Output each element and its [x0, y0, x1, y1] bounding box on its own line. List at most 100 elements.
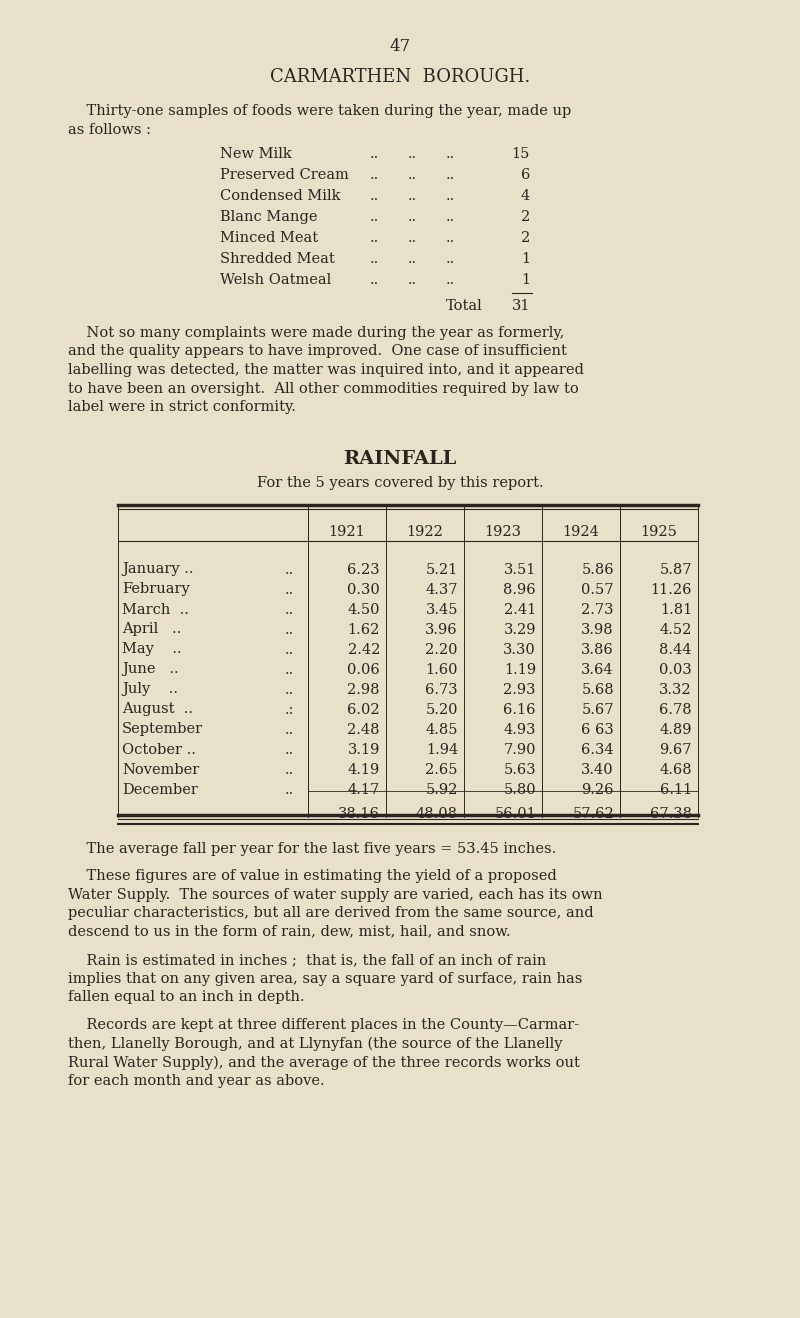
Text: 3.98: 3.98	[582, 622, 614, 637]
Text: ..: ..	[408, 210, 418, 224]
Text: Not so many complaints were made during the year as formerly,: Not so many complaints were made during …	[68, 326, 564, 340]
Text: For the 5 years covered by this report.: For the 5 years covered by this report.	[257, 477, 543, 490]
Text: April   ..: April ..	[122, 622, 182, 637]
Text: ..: ..	[285, 722, 294, 737]
Text: ..: ..	[408, 148, 418, 161]
Text: 56.01: 56.01	[494, 807, 536, 821]
Text: 1922: 1922	[406, 525, 443, 539]
Text: implies that on any given area, say a square yard of surface, rain has: implies that on any given area, say a sq…	[68, 971, 582, 986]
Text: 2.48: 2.48	[347, 722, 380, 737]
Text: 2.20: 2.20	[426, 642, 458, 656]
Text: descend to us in the form of rain, dew, mist, hail, and snow.: descend to us in the form of rain, dew, …	[68, 924, 510, 938]
Text: October ..: October ..	[122, 742, 196, 757]
Text: 1924: 1924	[562, 525, 599, 539]
Text: ..: ..	[285, 563, 294, 576]
Text: 1.94: 1.94	[426, 742, 458, 757]
Text: 4.19: 4.19	[348, 763, 380, 776]
Text: 3.64: 3.64	[582, 663, 614, 676]
Text: 6.78: 6.78	[659, 702, 692, 717]
Text: 6 63: 6 63	[582, 722, 614, 737]
Text: July    ..: July ..	[122, 683, 178, 696]
Text: 4.50: 4.50	[347, 602, 380, 617]
Text: ..: ..	[446, 188, 455, 203]
Text: ..: ..	[408, 167, 418, 182]
Text: 4.52: 4.52	[660, 622, 692, 637]
Text: January ..: January ..	[122, 563, 194, 576]
Text: Welsh Oatmeal: Welsh Oatmeal	[220, 273, 331, 287]
Text: 6.23: 6.23	[347, 563, 380, 576]
Text: for each month and year as above.: for each month and year as above.	[68, 1074, 325, 1087]
Text: labelling was detected, the matter was inquired into, and it appeared: labelling was detected, the matter was i…	[68, 362, 584, 377]
Text: 11.26: 11.26	[650, 583, 692, 597]
Text: 1.19: 1.19	[504, 663, 536, 676]
Text: 9.67: 9.67	[659, 742, 692, 757]
Text: 5.86: 5.86	[582, 563, 614, 576]
Text: 0.30: 0.30	[347, 583, 380, 597]
Text: ..: ..	[446, 210, 455, 224]
Text: 3.30: 3.30	[503, 642, 536, 656]
Text: 4.89: 4.89	[659, 722, 692, 737]
Text: 3.29: 3.29	[503, 622, 536, 637]
Text: The average fall per year for the last five years = 53.45 inches.: The average fall per year for the last f…	[68, 842, 556, 857]
Text: 3.45: 3.45	[426, 602, 458, 617]
Text: ..: ..	[408, 273, 418, 287]
Text: as follows :: as follows :	[68, 123, 151, 137]
Text: ..: ..	[446, 148, 455, 161]
Text: 5.68: 5.68	[582, 683, 614, 696]
Text: 6: 6	[521, 167, 530, 182]
Text: 6.73: 6.73	[426, 683, 458, 696]
Text: 1925: 1925	[641, 525, 678, 539]
Text: to have been an oversight.  All other commodities required by law to: to have been an oversight. All other com…	[68, 381, 578, 395]
Text: 2.98: 2.98	[347, 683, 380, 696]
Text: 3.51: 3.51	[504, 563, 536, 576]
Text: 3.96: 3.96	[426, 622, 458, 637]
Text: May    ..: May ..	[122, 642, 182, 656]
Text: Records are kept at three different places in the County—Carmar-: Records are kept at three different plac…	[68, 1019, 579, 1032]
Text: Shredded Meat: Shredded Meat	[220, 252, 334, 266]
Text: label were in strict conformity.: label were in strict conformity.	[68, 399, 296, 414]
Text: 5.92: 5.92	[426, 783, 458, 796]
Text: 38.16: 38.16	[338, 807, 380, 821]
Text: ..: ..	[370, 273, 379, 287]
Text: then, Llanelly Borough, and at Llynyfan (the source of the Llanelly: then, Llanelly Borough, and at Llynyfan …	[68, 1037, 562, 1052]
Text: 2: 2	[521, 231, 530, 245]
Text: 5.63: 5.63	[503, 763, 536, 776]
Text: ..: ..	[285, 602, 294, 617]
Text: Water Supply.  The sources of water supply are varied, each has its own: Water Supply. The sources of water suppl…	[68, 887, 602, 902]
Text: ..: ..	[408, 231, 418, 245]
Text: 2.93: 2.93	[503, 683, 536, 696]
Text: 15: 15	[512, 148, 530, 161]
Text: 0.06: 0.06	[347, 663, 380, 676]
Text: 4.17: 4.17	[348, 783, 380, 796]
Text: ..: ..	[408, 188, 418, 203]
Text: 8.44: 8.44	[659, 642, 692, 656]
Text: fallen equal to an inch in depth.: fallen equal to an inch in depth.	[68, 990, 305, 1004]
Text: 5.21: 5.21	[426, 563, 458, 576]
Text: 8.96: 8.96	[503, 583, 536, 597]
Text: 6.34: 6.34	[582, 742, 614, 757]
Text: 6.11: 6.11	[660, 783, 692, 796]
Text: 1: 1	[521, 252, 530, 266]
Text: 1.81: 1.81	[660, 602, 692, 617]
Text: RAINFALL: RAINFALL	[343, 451, 457, 468]
Text: 4.37: 4.37	[426, 583, 458, 597]
Text: These figures are of value in estimating the yield of a proposed: These figures are of value in estimating…	[68, 869, 557, 883]
Text: 5.80: 5.80	[503, 783, 536, 796]
Text: Rain is estimated in inches ;  that is, the fall of an inch of rain: Rain is estimated in inches ; that is, t…	[68, 953, 546, 967]
Text: ..: ..	[370, 167, 379, 182]
Text: ..: ..	[370, 252, 379, 266]
Text: 1.62: 1.62	[348, 622, 380, 637]
Text: peculiar characteristics, but all are derived from the same source, and: peculiar characteristics, but all are de…	[68, 905, 594, 920]
Text: ..: ..	[370, 210, 379, 224]
Text: 4.93: 4.93	[503, 722, 536, 737]
Text: December: December	[122, 783, 198, 796]
Text: 2.42: 2.42	[348, 642, 380, 656]
Text: ..: ..	[285, 642, 294, 656]
Text: 5.87: 5.87	[659, 563, 692, 576]
Text: ..: ..	[285, 622, 294, 637]
Text: ..: ..	[285, 783, 294, 796]
Text: 0.03: 0.03	[659, 663, 692, 676]
Text: August  ..: August ..	[122, 702, 193, 717]
Text: 3.40: 3.40	[582, 763, 614, 776]
Text: 5.67: 5.67	[582, 702, 614, 717]
